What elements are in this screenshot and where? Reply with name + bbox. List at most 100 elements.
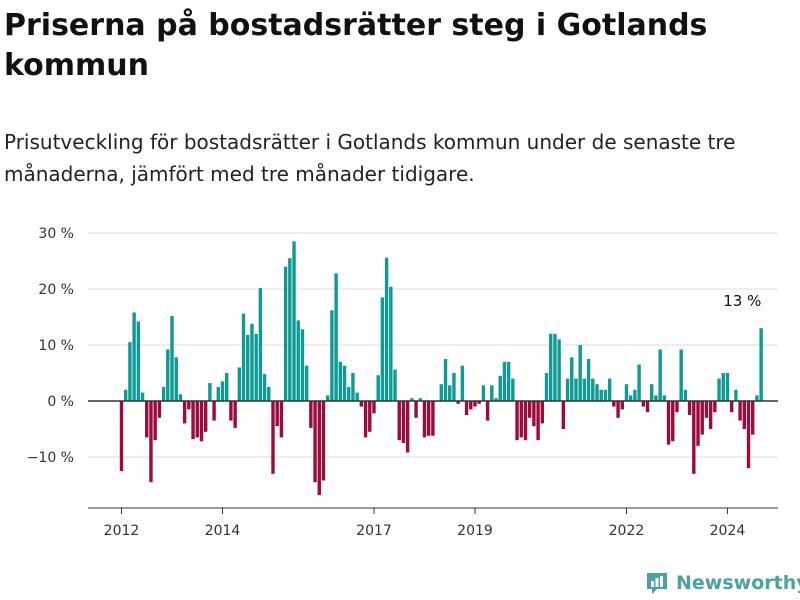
bar xyxy=(321,401,326,481)
bar xyxy=(628,395,633,401)
bar xyxy=(717,378,721,401)
bar xyxy=(199,401,204,442)
bar xyxy=(363,401,368,438)
bar xyxy=(220,381,225,401)
bar xyxy=(203,401,208,432)
bar xyxy=(666,401,671,445)
bar xyxy=(225,373,229,401)
bar xyxy=(544,373,549,401)
bar xyxy=(347,387,351,401)
bar xyxy=(494,398,498,401)
bar xyxy=(708,401,713,429)
bar xyxy=(229,401,233,421)
bar xyxy=(250,323,254,401)
bar xyxy=(414,401,418,418)
bar xyxy=(275,401,279,427)
bar xyxy=(187,401,191,410)
bar xyxy=(372,401,376,414)
bar xyxy=(490,385,494,401)
bar xyxy=(679,349,683,401)
bar xyxy=(650,384,654,401)
bar xyxy=(485,401,490,421)
bar xyxy=(149,401,153,483)
bar xyxy=(140,392,145,401)
bar xyxy=(729,401,734,413)
bar xyxy=(742,401,746,429)
bar xyxy=(452,373,456,401)
bar xyxy=(296,320,300,401)
bar xyxy=(300,329,305,401)
bar xyxy=(473,401,477,407)
bar xyxy=(582,378,587,401)
bar xyxy=(734,389,738,401)
bar xyxy=(586,359,591,401)
bar xyxy=(426,401,431,436)
bar xyxy=(267,387,271,401)
bar xyxy=(170,315,174,401)
bar xyxy=(523,401,528,441)
bar xyxy=(254,333,258,401)
bar xyxy=(751,401,755,435)
bar xyxy=(288,258,292,401)
bar xyxy=(633,389,637,401)
bar xyxy=(178,394,183,401)
bar xyxy=(124,389,128,401)
bar xyxy=(191,401,195,440)
bar xyxy=(675,401,679,413)
bar xyxy=(161,387,166,401)
bar xyxy=(376,375,380,401)
bar xyxy=(338,361,343,401)
bar xyxy=(591,378,595,401)
bar xyxy=(309,401,313,428)
bar xyxy=(725,373,730,401)
bar xyxy=(595,384,599,401)
bar xyxy=(511,378,515,401)
bar xyxy=(692,401,696,474)
bar xyxy=(380,297,385,401)
bar xyxy=(616,401,620,418)
bar xyxy=(746,401,751,469)
bar xyxy=(721,373,725,401)
bar xyxy=(553,333,557,401)
bar xyxy=(662,395,667,401)
bar xyxy=(241,313,246,401)
bar xyxy=(304,365,309,401)
bar xyxy=(258,287,263,401)
bar xyxy=(683,389,688,401)
bar-chart: 30 % 20 % 10 % 0 % −10 % 2012 2014 2017 2019 2022… xyxy=(27,226,778,539)
bar xyxy=(570,357,574,401)
bar xyxy=(368,401,372,432)
bar xyxy=(519,401,523,438)
bar xyxy=(195,401,199,438)
x-tick-label: 2014 xyxy=(205,523,241,539)
bar xyxy=(334,273,338,401)
bar xyxy=(536,401,540,441)
bar xyxy=(557,339,561,401)
bar xyxy=(342,365,347,401)
bar xyxy=(233,401,237,428)
bar xyxy=(262,374,267,401)
bar xyxy=(477,401,481,404)
bar xyxy=(401,401,406,443)
bar xyxy=(237,367,242,401)
bar xyxy=(128,342,132,401)
bar xyxy=(506,361,511,401)
bar xyxy=(405,401,410,453)
bar xyxy=(216,387,220,401)
x-tick-label: 2024 xyxy=(710,523,746,539)
bar xyxy=(502,361,507,401)
bar xyxy=(313,401,317,483)
bar xyxy=(549,333,553,401)
bar xyxy=(658,349,662,401)
bar xyxy=(397,401,401,441)
bar xyxy=(654,395,658,401)
y-tick-label: 10 % xyxy=(38,338,74,354)
x-tick-label: 2017 xyxy=(356,523,392,539)
bar xyxy=(456,401,460,404)
bar xyxy=(561,401,566,429)
bar xyxy=(443,359,448,401)
bar xyxy=(422,401,427,438)
bar xyxy=(246,334,250,401)
value-annotation: 13 % xyxy=(723,292,761,310)
bar xyxy=(498,375,502,401)
